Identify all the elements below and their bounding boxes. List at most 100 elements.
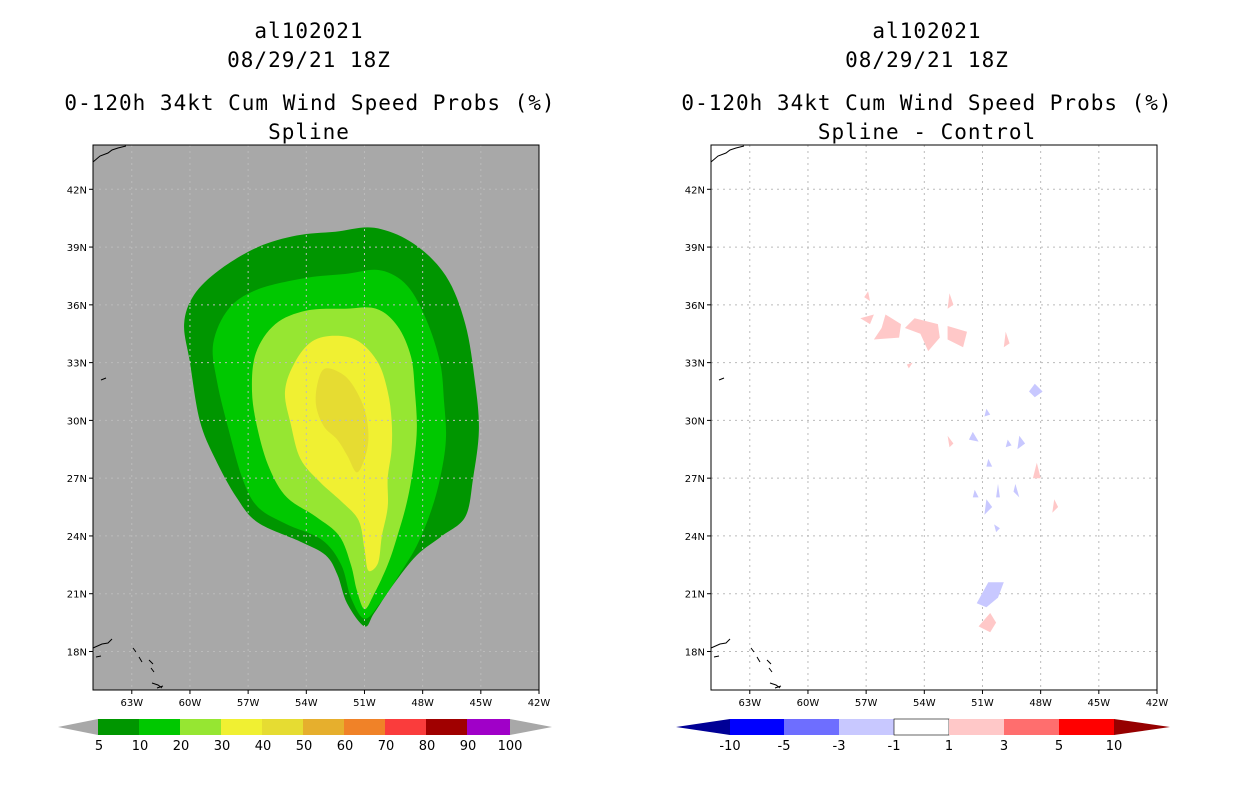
right-patch-positive-2 (873, 314, 901, 340)
left-probability-map: 63W 60W 57W 54W 51W 48W 45W 42W 42N 39N 36N 33N 30N 2… (67, 144, 551, 709)
right-patch-negative-14 (986, 458, 993, 467)
left-colorbar: 5 10 20 30 40 50 60 70 80 90 100 (58, 719, 552, 754)
right-colorbar-bin-5-10 (1059, 719, 1114, 735)
left-colorbar-label-20: 20 (173, 739, 190, 754)
left-colorbar-under-arrow (58, 719, 98, 735)
left-colorbar-label-90: 90 (460, 739, 477, 754)
right-colorbar-label-10: 10 (1106, 739, 1123, 754)
right-xtick-label-48W: 48W (1029, 698, 1052, 709)
left-xtick-label-45W: 45W (470, 698, 493, 709)
right-patch-negative-19 (1013, 483, 1020, 498)
right-grid-lines (711, 145, 1158, 690)
left-xtick-label-54W: 54W (295, 698, 318, 709)
left-colorbar-label-50: 50 (296, 739, 313, 754)
left-title-date: 08/29/21 18Z (227, 48, 391, 72)
left-contour-30-percent (284, 335, 393, 572)
right-patch-negative-20 (994, 524, 1000, 533)
right-xtick-label-60W: 60W (797, 698, 820, 709)
right-patch-positive-3 (904, 318, 940, 352)
left-ytick-label-39N: 39N (67, 243, 87, 254)
left-xtick-label-51W: 51W (353, 698, 376, 709)
right-ytick-label-21N: 21N (685, 590, 705, 601)
left-xtick-label-63W: 63W (120, 698, 143, 709)
right-colorbar-bin-neg1-1 (893, 718, 950, 736)
left-colorbar-label-60: 60 (337, 739, 354, 754)
left-colorbar-bin-50-60 (303, 719, 344, 735)
right-ytick-label-24N: 24N (685, 532, 705, 543)
right-ytick-label-36N: 36N (685, 301, 705, 312)
right-ytick-label-30N: 30N (685, 416, 705, 427)
left-colorbar-bin-5-10 (98, 719, 139, 735)
left-colorbar-bin-60-70 (344, 719, 385, 735)
right-patch-positive-15 (1032, 462, 1041, 479)
left-colorbar-label-30: 30 (214, 739, 231, 754)
left-colorbar-label-40: 40 (255, 739, 272, 754)
right-colorbar-label-neg3: -3 (833, 739, 846, 754)
right-colorbar: -10 -5 -3 -1 1 3 5 10 (676, 718, 1170, 754)
right-patch-positive-21 (1052, 499, 1059, 513)
left-title-method: Spline (268, 120, 350, 144)
right-patch-negative-8 (1029, 383, 1043, 398)
right-title-method: Spline - Control (817, 120, 1037, 144)
left-colorbar-bin-20-30 (180, 719, 221, 735)
right-patch-negative-18 (996, 483, 1000, 498)
left-colorbar-label-100: 100 (498, 739, 523, 754)
right-patch-negative-12 (1005, 439, 1012, 448)
right-xtick-label-51W: 51W (971, 698, 994, 709)
right-colorbar-label-5: 5 (1055, 739, 1063, 754)
left-colorbar-bin-10-20 (139, 719, 180, 735)
right-patch-positive-0 (864, 291, 870, 301)
right-colorbar-bin-3-5 (1004, 719, 1059, 735)
left-ytick-label-24N: 24N (67, 532, 87, 543)
left-ytick-label-18N: 18N (67, 647, 87, 658)
left-colorbar-label-5: 5 (95, 739, 103, 754)
right-patch-positive-6 (1003, 331, 1010, 348)
right-ytick-label-33N: 33N (685, 359, 705, 370)
left-colorbar-label-10: 10 (132, 739, 149, 754)
left-grid-lines (93, 145, 540, 690)
right-colorbar-bin-neg10-neg5 (730, 719, 784, 735)
right-ytick-label-18N: 18N (685, 647, 705, 658)
right-ytick-label-27N: 27N (685, 474, 705, 485)
right-patch-negative-11 (968, 431, 979, 442)
right-ytick-label-42N: 42N (685, 185, 705, 196)
right-title-date: 08/29/21 18Z (845, 48, 1009, 72)
right-difference-map: 63W 60W 57W 54W 51W 48W 45W 42W 42N 39N 36N 33N 30N 2… (685, 144, 1169, 709)
right-difference-patches (860, 291, 1059, 633)
right-patch-positive-7 (906, 362, 913, 369)
right-title-product: 0-120h 34kt Cum Wind Speed Probs (%) (681, 91, 1173, 115)
right-xtick-label-42W: 42W (1146, 698, 1169, 709)
left-ytick-label-21N: 21N (67, 590, 87, 601)
right-patch-negative-17 (972, 489, 979, 498)
right-patch-positive-13 (947, 435, 954, 448)
right-xtick-label-54W: 54W (913, 698, 936, 709)
right-axis-ticks: 63W 60W 57W 54W 51W 48W 45W 42W 42N 39N 36N 33N 30N 2… (685, 185, 1169, 709)
right-map-background (711, 145, 1157, 690)
right-coastline (710, 145, 782, 689)
right-colorbar-label-1: 1 (945, 739, 953, 754)
right-colorbar-label-3: 3 (1000, 739, 1008, 754)
left-xtick-label-57W: 57W (237, 698, 260, 709)
right-coastline-antilles (710, 638, 782, 689)
left-xtick-label-42W: 42W (528, 698, 551, 709)
right-xtick-label-63W: 63W (738, 698, 761, 709)
right-coastline-canada (710, 145, 745, 163)
right-colorbar-bin-neg3-neg1 (839, 719, 894, 735)
left-colorbar-label-80: 80 (419, 739, 436, 754)
left-contour-group (184, 227, 479, 627)
left-colorbar-bin-70-80 (385, 719, 426, 735)
left-title-storm-id: al102021 (254, 19, 364, 43)
right-patch-positive-5 (947, 293, 954, 309)
left-coastline-canada (92, 145, 127, 163)
left-contour-40-percent (315, 368, 369, 473)
left-colorbar-bin-40-50 (262, 719, 303, 735)
right-xtick-label-57W: 57W (855, 698, 878, 709)
left-colorbar-bin-90-100 (467, 719, 510, 735)
left-xtick-label-48W: 48W (411, 698, 434, 709)
left-map-frame (92, 144, 540, 691)
left-ytick-label-33N: 33N (67, 359, 87, 370)
left-colorbar-bin-80-90 (426, 719, 467, 735)
right-title-storm-id: al102021 (872, 19, 982, 43)
left-colorbar-over-arrow (510, 719, 552, 735)
left-colorbar-bin-30-40 (221, 719, 262, 735)
